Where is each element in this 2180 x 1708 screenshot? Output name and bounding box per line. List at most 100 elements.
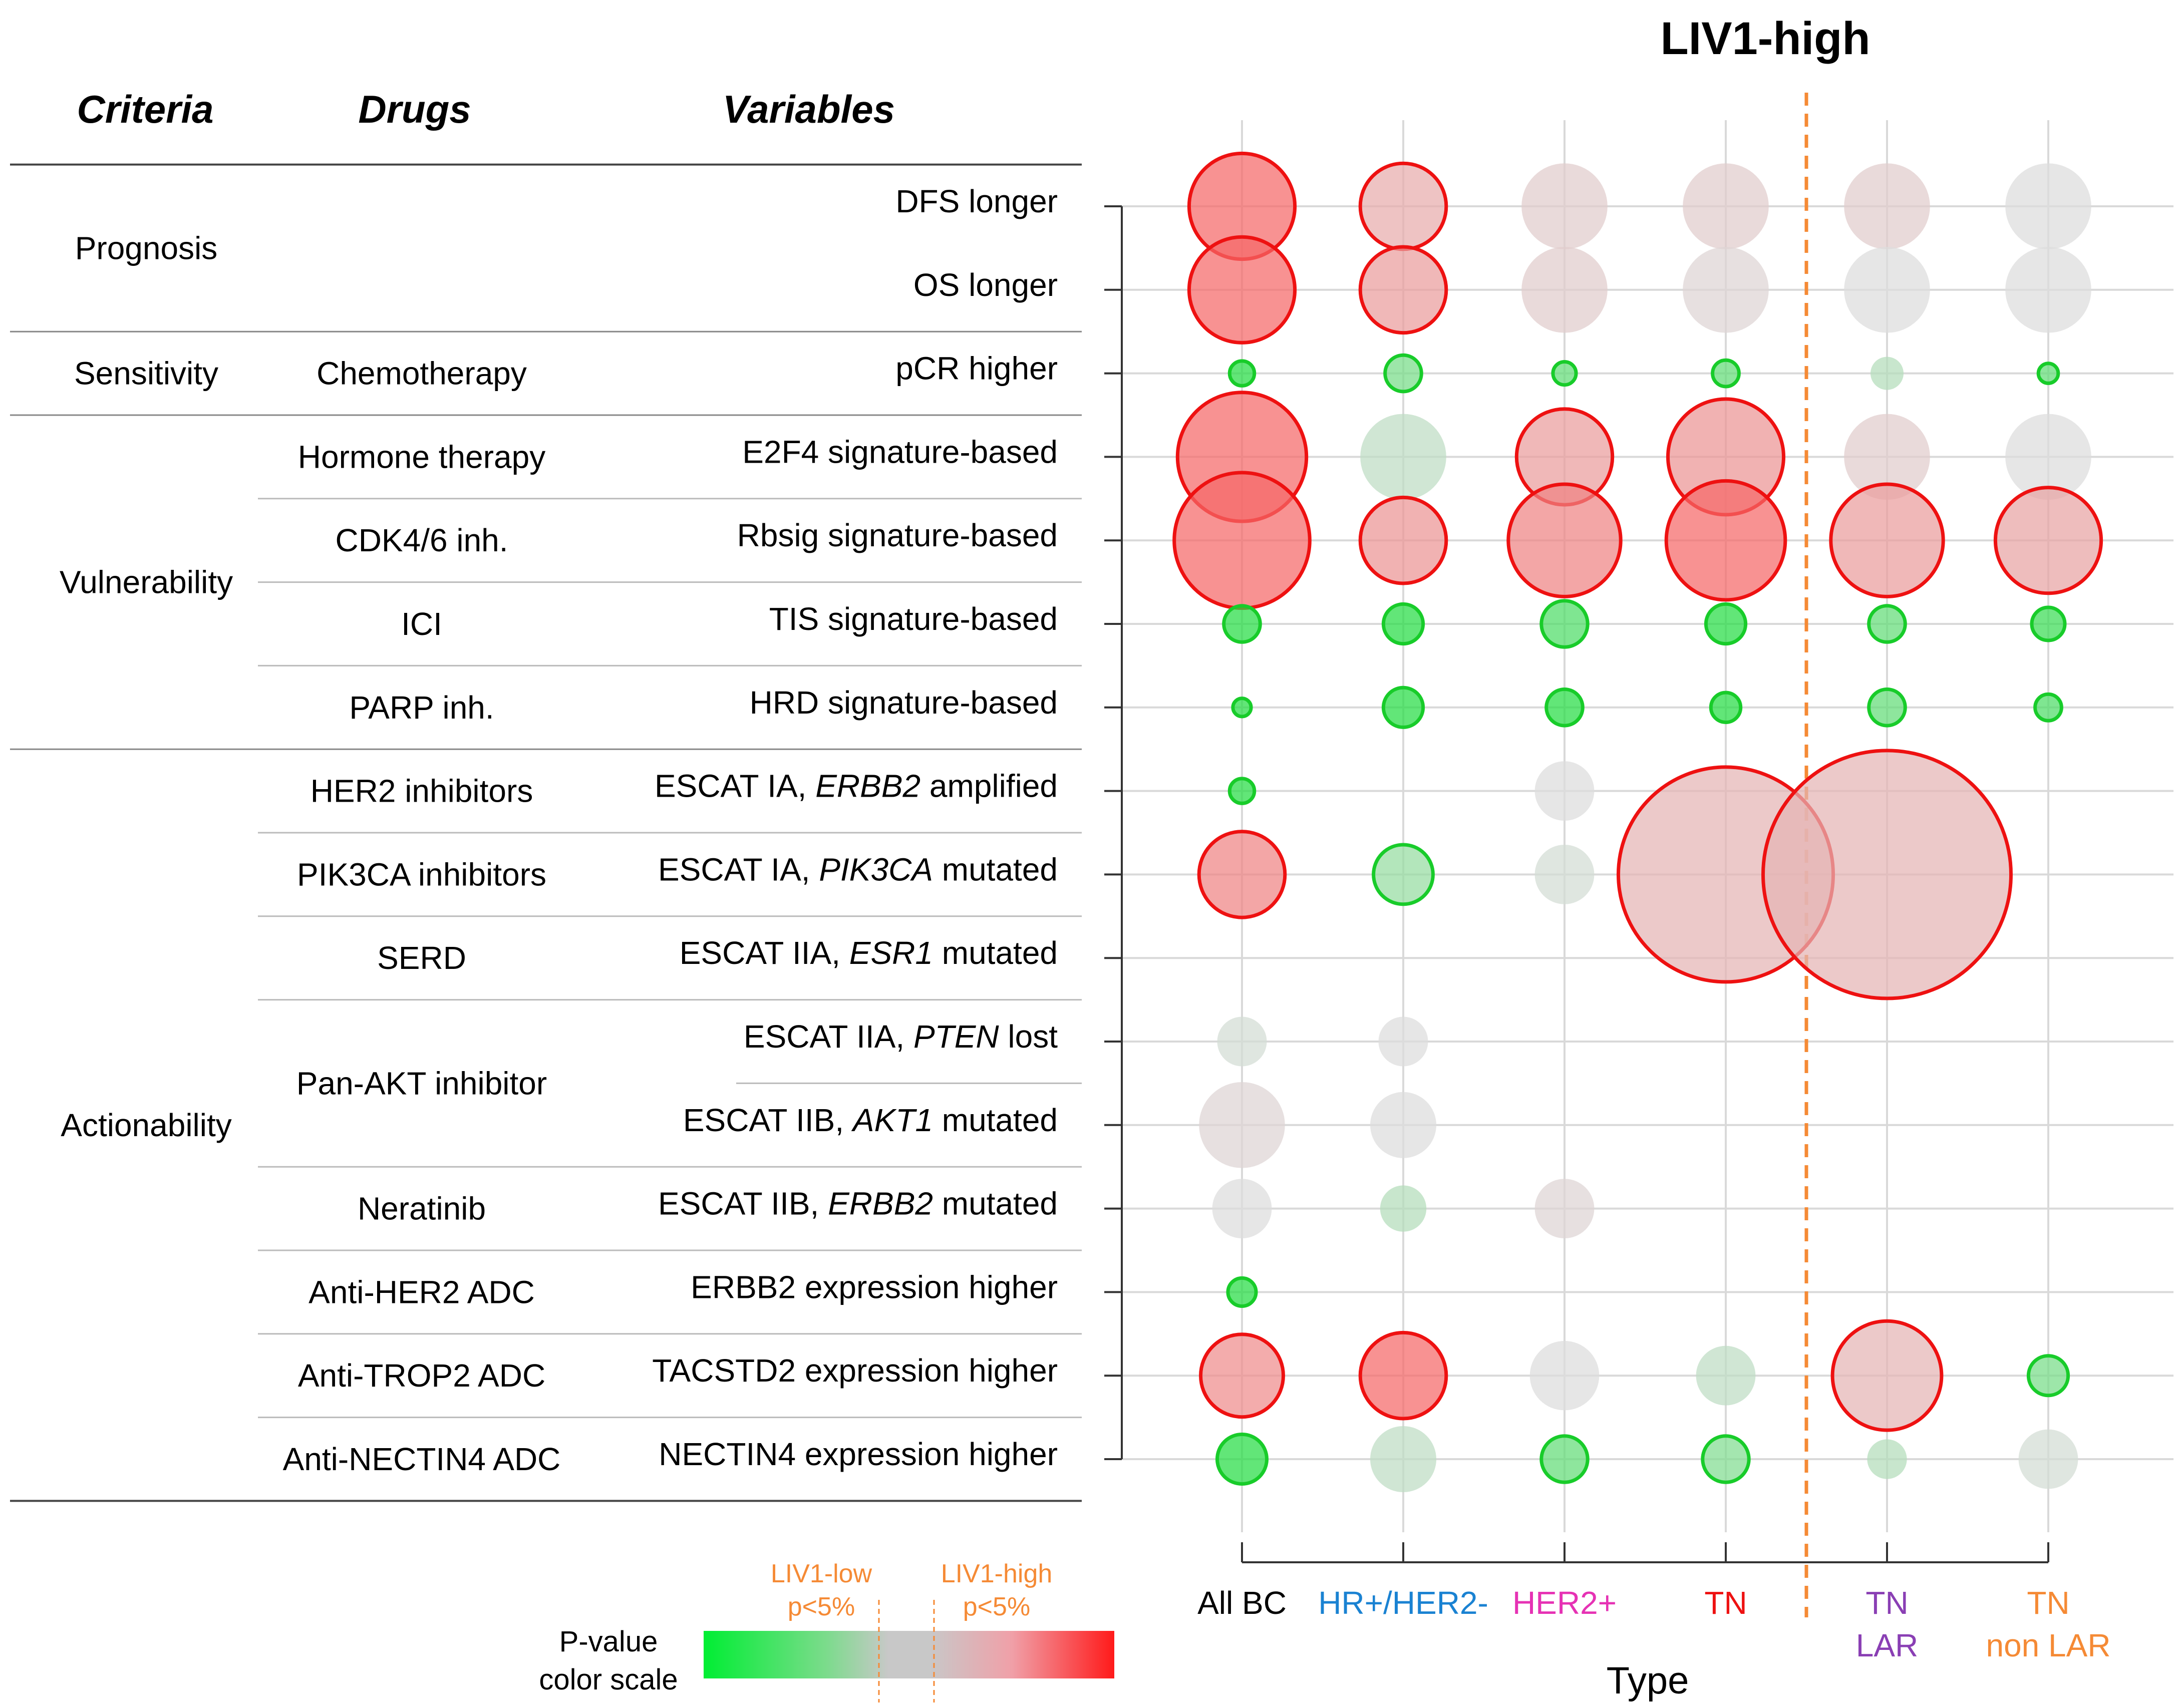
drug-label: Anti-TROP2 ADC [298,1357,545,1394]
bubble-1-2 [1521,247,1608,333]
label-part: mutated [933,1102,1058,1138]
bubble-7-2 [1534,761,1595,821]
criteria-label: Prognosis [75,230,218,266]
bubble-1-0 [1187,235,1297,345]
bubble-3-4 [1844,414,1930,500]
label-part: Anti-TROP2 ADC [298,1357,545,1394]
bubble-15-0 [1215,1433,1269,1486]
label-part: Rbsig signature-based [737,517,1058,553]
bubble-14-3 [1696,1345,1756,1406]
bubble-14-4 [1830,1319,1944,1432]
bubble-5-2 [1539,599,1590,649]
label-part: pCR higher [895,351,1058,387]
label-part: ESCAT IIB, [658,1186,828,1222]
bubble-5-3 [1704,602,1748,646]
label-part: Hormone therapy [298,439,545,475]
drug-label: Neratinib [358,1191,486,1227]
label-part: CDK4/6 inh. [335,522,508,558]
bubble-2-2 [1551,360,1578,387]
bubble-12-1 [1380,1185,1427,1232]
legend-high-label: p<5% [963,1592,1030,1621]
bubble-6-2 [1544,688,1585,728]
label-part: E2F4 signature-based [742,434,1058,470]
bubble-8-4 [1761,749,2013,1000]
label-part: DFS longer [895,183,1058,219]
drug-label: Chemotherapy [317,356,527,392]
label-part: PIK3CA inhibitors [297,856,546,892]
label-part: HRD signature-based [750,685,1058,721]
drug-label: Hormone therapy [298,439,545,475]
x-tick-label: All BC [1197,1585,1287,1621]
criteria-label: Sensitivity [74,356,218,392]
bubble-10-1 [1378,1016,1428,1067]
drug-label: PARP inh. [349,690,494,726]
bubble-14-0 [1199,1332,1285,1419]
bubble-4-3 [1664,479,1787,602]
chart-axes: All BC HR+/HER2- HER2+ TN TN LAR TN non LAR Type… [1104,13,2111,1702]
bubble-0-2 [1521,163,1608,249]
bubble-15-5 [2018,1429,2078,1489]
variable-label: Rbsig signature-based [737,517,1058,553]
bubble-12-2 [1534,1179,1595,1239]
bubble-12-0 [1212,1179,1272,1239]
pvalue-legend: P-value color scale LIV1-low p<5% LIV1-high p… [539,1559,1114,1702]
bubble-4-5 [1993,486,2103,595]
label-part: ESR1 [849,935,933,971]
bubble-6-0 [1231,697,1253,719]
variable-label: ESCAT IIA, PTEN lost [744,1018,1058,1055]
bubble-5-5 [2030,605,2067,642]
pvalue-color-bar [704,1631,1114,1678]
bubble-15-1 [1370,1426,1436,1492]
label-part: PTEN [913,1018,999,1055]
variable-label: TIS signature-based [769,601,1058,637]
label-part: Anti-NECTIN4 ADC [283,1441,561,1477]
variable-label: E2F4 signature-based [742,434,1058,470]
label-part: ESCAT IIA, [744,1018,913,1055]
drug-label: PIK3CA inhibitors [297,856,546,892]
label-part: ESCAT IA, [658,851,819,887]
label-part: Pan-AKT inhibitor [296,1065,547,1101]
variable-label: ERBB2 expression higher [691,1269,1058,1305]
label-part: ERBB2 expression higher [691,1269,1058,1305]
label-part: mutated [933,851,1058,887]
x-tick-label: HER2+ [1512,1585,1617,1621]
variable-label: ESCAT IIA, ESR1 mutated [680,935,1058,971]
legend-title: color scale [539,1663,678,1696]
bubble-15-4 [1867,1439,1907,1479]
x-tick-label: TN [2027,1585,2069,1621]
bubble-4-2 [1506,482,1623,598]
label-part: amplified [920,768,1058,804]
bubble-1-5 [2005,247,2091,333]
label-part: AKT1 [851,1102,933,1138]
bubble-4-1 [1358,495,1448,585]
bubble-4-4 [1829,482,1945,598]
label-part: Neratinib [358,1191,486,1227]
header-variables: Variables [723,87,895,131]
bubble-4-0 [1172,471,1312,610]
bubble-7-0 [1227,777,1257,805]
label-part: PIK3CA [819,851,933,887]
label-part: mutated [933,1186,1058,1222]
bubble-15-2 [1539,1434,1590,1484]
header-criteria: Criteria [77,87,213,131]
bubble-14-1 [1358,1330,1448,1421]
variable-label: NECTIN4 expression higher [659,1436,1058,1472]
drug-label: HER2 inhibitors [310,773,533,809]
label-part: NECTIN4 expression higher [659,1436,1058,1472]
variable-label: ESCAT IIB, AKT1 mutated [683,1102,1058,1138]
variable-label: ESCAT IA, PIK3CA mutated [658,851,1058,887]
drug-label: CDK4/6 inh. [335,522,508,558]
bubble-6-5 [2033,692,2063,723]
label-part: TIS signature-based [769,601,1058,637]
bubble-14-5 [2026,1354,2070,1398]
bubble-6-1 [1381,686,1425,729]
bubble-2-5 [2036,362,2060,385]
bubble-1-1 [1358,245,1448,335]
bubble-8-2 [1534,845,1595,904]
label-part: TACSTD2 expression higher [652,1352,1058,1389]
bubble-5-0 [1222,604,1262,644]
bubble-1-4 [1844,247,1930,333]
bubble-11-1 [1370,1092,1436,1158]
label-part: ESCAT IA, [655,768,815,804]
criteria-table: Criteria Drugs Variables Prognosis Sensitivi… [10,87,1082,1502]
